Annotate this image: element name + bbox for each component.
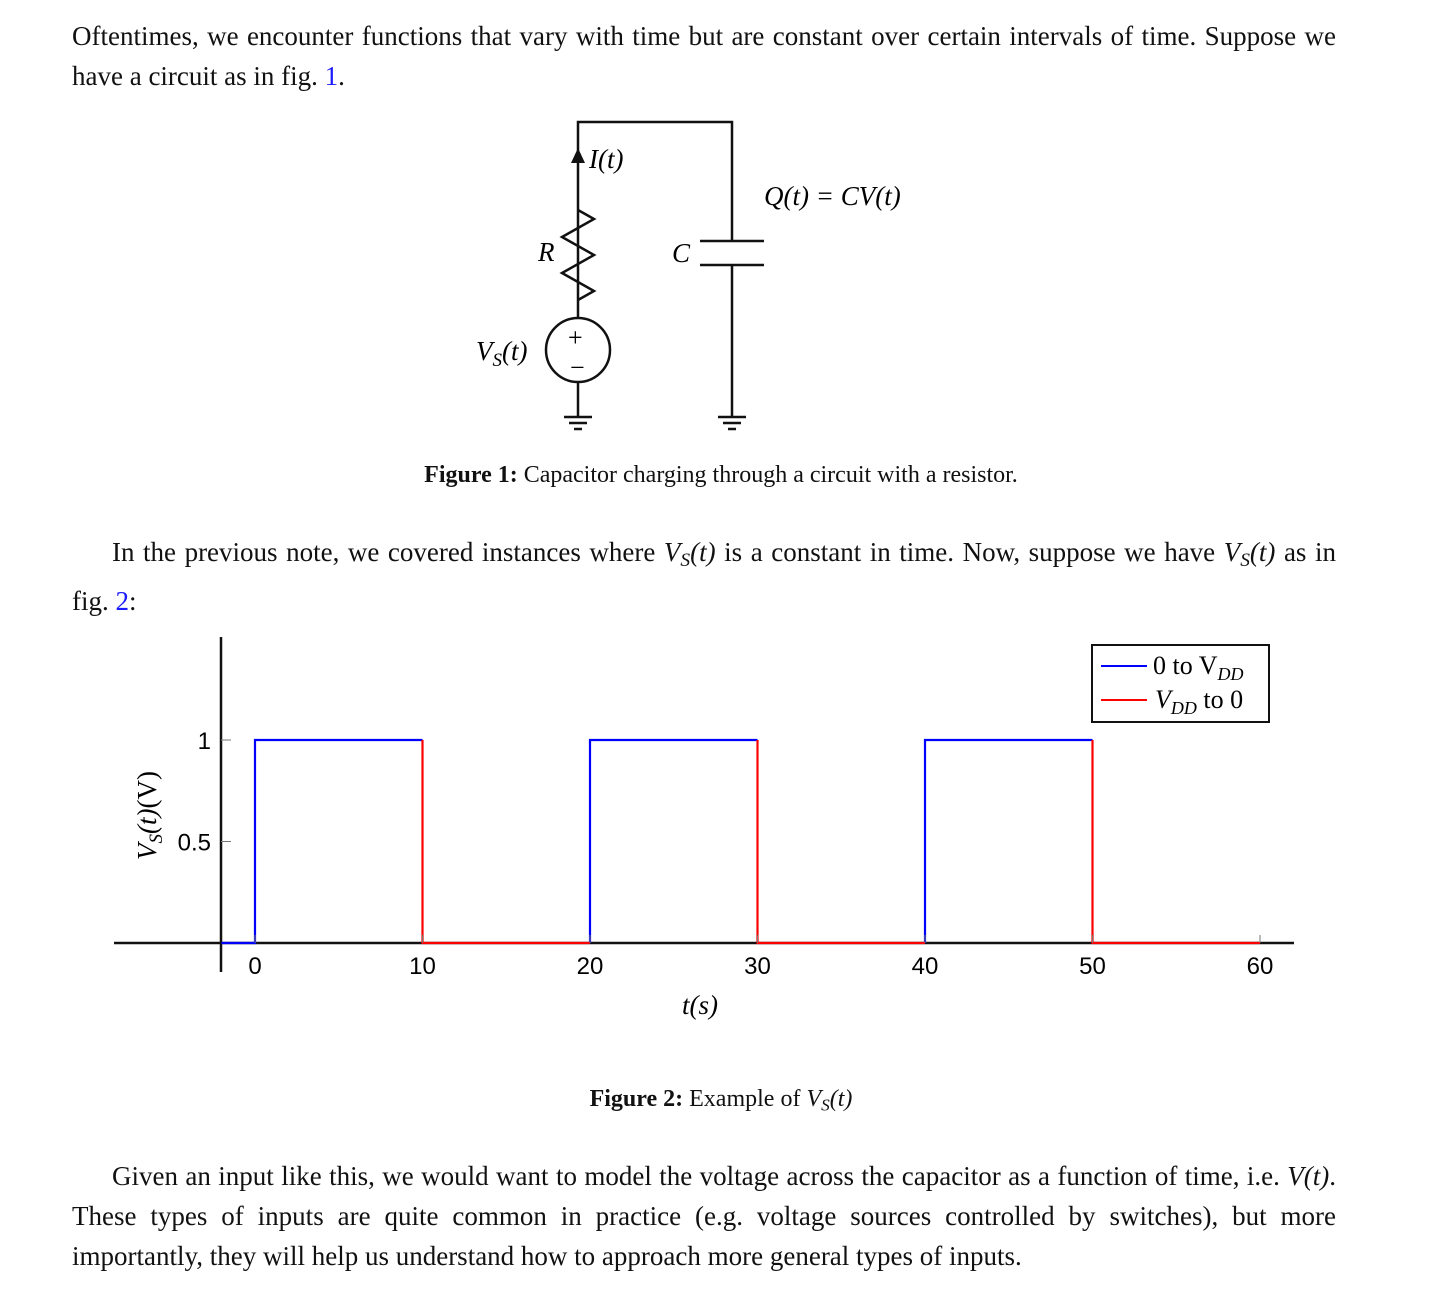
vs-var-1-sub: S [680, 549, 691, 571]
x-tick-label: 30 [744, 953, 771, 980]
y-tick-label: 1 [198, 728, 211, 755]
intro-text: Oftentimes, we encounter functions that … [72, 21, 1336, 91]
figure-2-link[interactable]: 2 [115, 585, 130, 616]
figure-2-caption-text: Example of [683, 1086, 807, 1112]
third-text-a: Given an input like this, we would want … [112, 1161, 1288, 1191]
legend-entry-vdd-to-0: VDD to 0 [1155, 685, 1243, 718]
third-text-b: . These types of inputs are quite common… [72, 1161, 1336, 1271]
second-text-b: is a constant in time. Now, suppose we h… [715, 537, 1224, 567]
second-text-a: In the previous note, we covered instanc… [112, 537, 664, 567]
vs-var-2-sub: S [1240, 549, 1250, 571]
chart-ticks: 0 10 20 30 40 50 60 0.5 1 [178, 728, 1274, 980]
vs-var-2-arg: (t) [1249, 537, 1276, 567]
series-0-segment-2 [923, 738, 1093, 943]
x-tick-label: 0 [248, 953, 261, 980]
series-1-segment-2 [1091, 740, 1260, 945]
series-1-segment-1 [756, 740, 925, 945]
x-tick-label: 10 [409, 953, 436, 980]
top-wire [576, 120, 734, 318]
figure-1-caption-label: Figure 1: [424, 462, 518, 488]
charge-label: Q(t) = CV(t) [764, 181, 901, 211]
second-paragraph: In the previous note, we covered instanc… [72, 532, 1336, 621]
second-text-c: as in fig. [72, 537, 1336, 616]
x-axis-label: t(s) [682, 990, 718, 1020]
v-of-t-var: V(t) [1287, 1161, 1330, 1191]
vs-var-1-arg: (t) [690, 537, 716, 567]
intro-paragraph: Oftentimes, we encounter functions that … [72, 16, 1336, 96]
x-tick-label: 60 [1247, 953, 1274, 980]
series-0-segment-1 [588, 738, 758, 943]
third-paragraph: Given an input like this, we would want … [72, 1156, 1336, 1276]
second-text-d: : [129, 585, 137, 616]
resistor-label: R [537, 237, 555, 267]
legend-box [1091, 644, 1270, 723]
chart-series [221, 738, 1260, 945]
resistor-zigzag [559, 208, 597, 302]
x-tick-label: 40 [912, 953, 939, 980]
figure-2-caption-arg: (t) [829, 1086, 853, 1112]
source-label: VS(t) [476, 336, 527, 371]
vs-var-1: V [663, 537, 681, 567]
vs-var-2: V [1223, 537, 1241, 567]
figure-2-caption-sub: S [821, 1095, 830, 1115]
plus-sign: + [568, 323, 583, 352]
current-label: I(t) [588, 144, 623, 174]
figure-1-caption: Figure 1: Capacitor charging through a c… [0, 462, 1442, 489]
series-1-segment-0 [421, 740, 590, 945]
legend-entry-0-to-vdd: 0 to VDD [1153, 651, 1244, 684]
figure-2-caption-var: V [806, 1086, 822, 1112]
y-axis-label: VS(t)(V) [132, 771, 167, 860]
figure-2-caption-label: Figure 2: [589, 1086, 684, 1112]
x-tick-label: 20 [577, 953, 604, 980]
x-tick-label: 50 [1079, 953, 1106, 980]
y-tick-label: 0.5 [178, 830, 211, 857]
series-0-segment-0 [221, 738, 423, 945]
intro-text-end: . [338, 61, 345, 91]
capacitor-label: C [672, 238, 691, 268]
figure-1-caption-text: Capacitor charging through a circuit wit… [517, 462, 1018, 488]
current-arrow-icon [571, 148, 585, 163]
figure-1-link[interactable]: 1 [324, 61, 339, 91]
figure-2-caption: Figure 2: Example of VS(t) [0, 1086, 1442, 1115]
chart-legend: 0 to VDD VDD to 0 [1091, 644, 1270, 723]
minus-sign: − [570, 353, 585, 382]
